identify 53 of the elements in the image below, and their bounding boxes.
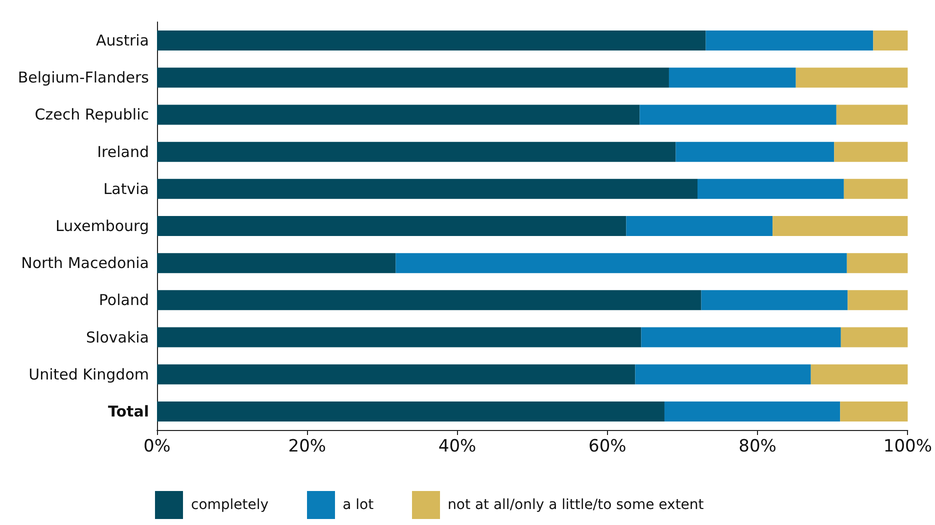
bar	[834, 142, 908, 162]
bar	[676, 142, 834, 162]
bar	[157, 364, 636, 384]
legend-label: not at all/only a little/to some extent	[448, 497, 704, 513]
bar	[772, 216, 908, 236]
y-tick-label: Latvia	[103, 180, 149, 198]
bar	[664, 401, 840, 422]
x-tick-label: 60%	[588, 436, 626, 456]
bar	[840, 401, 908, 422]
legend-label: a lot	[342, 497, 374, 513]
y-tick-label: Czech Republic	[34, 106, 149, 124]
bar	[701, 290, 848, 310]
y-tick-label: Total	[108, 402, 149, 420]
bar	[706, 30, 874, 51]
x-tick-label: 0%	[144, 436, 170, 456]
bar	[810, 364, 908, 384]
bar	[157, 290, 702, 310]
bar	[840, 327, 908, 348]
bar	[846, 253, 908, 274]
legend-label: completely	[191, 497, 269, 513]
y-tick-label: Luxembourg	[56, 217, 149, 235]
bar	[873, 30, 908, 51]
bar	[157, 104, 640, 125]
bar	[157, 178, 698, 199]
bar	[626, 216, 773, 236]
bar	[157, 327, 642, 348]
bar	[796, 68, 908, 88]
bar	[698, 178, 844, 199]
bar	[641, 327, 841, 348]
bar	[396, 253, 847, 274]
y-tick-label: Slovakia	[86, 328, 149, 346]
bar	[848, 290, 908, 310]
x-tick-label: 40%	[438, 436, 476, 456]
y-tick-label: Austria	[96, 32, 149, 50]
bar	[844, 178, 908, 199]
bar	[157, 253, 396, 274]
bar	[640, 104, 836, 125]
y-tick-label: North Macedonia	[21, 254, 149, 272]
bar	[635, 364, 811, 384]
bar	[157, 401, 664, 422]
bar	[836, 104, 908, 125]
bar	[668, 68, 796, 88]
x-tick-label: 80%	[738, 436, 776, 456]
bar	[157, 216, 626, 236]
bar	[157, 68, 669, 88]
x-tick-label: 20%	[288, 436, 326, 456]
bar	[157, 30, 706, 51]
y-tick-label: Poland	[98, 291, 149, 310]
y-tick-label: United Kingdom	[28, 365, 149, 384]
y-tick-label: Ireland	[97, 142, 149, 161]
bar	[157, 142, 676, 162]
y-tick-label: Belgium-Flanders	[18, 68, 150, 87]
x-tick-label: 100%	[883, 436, 932, 456]
